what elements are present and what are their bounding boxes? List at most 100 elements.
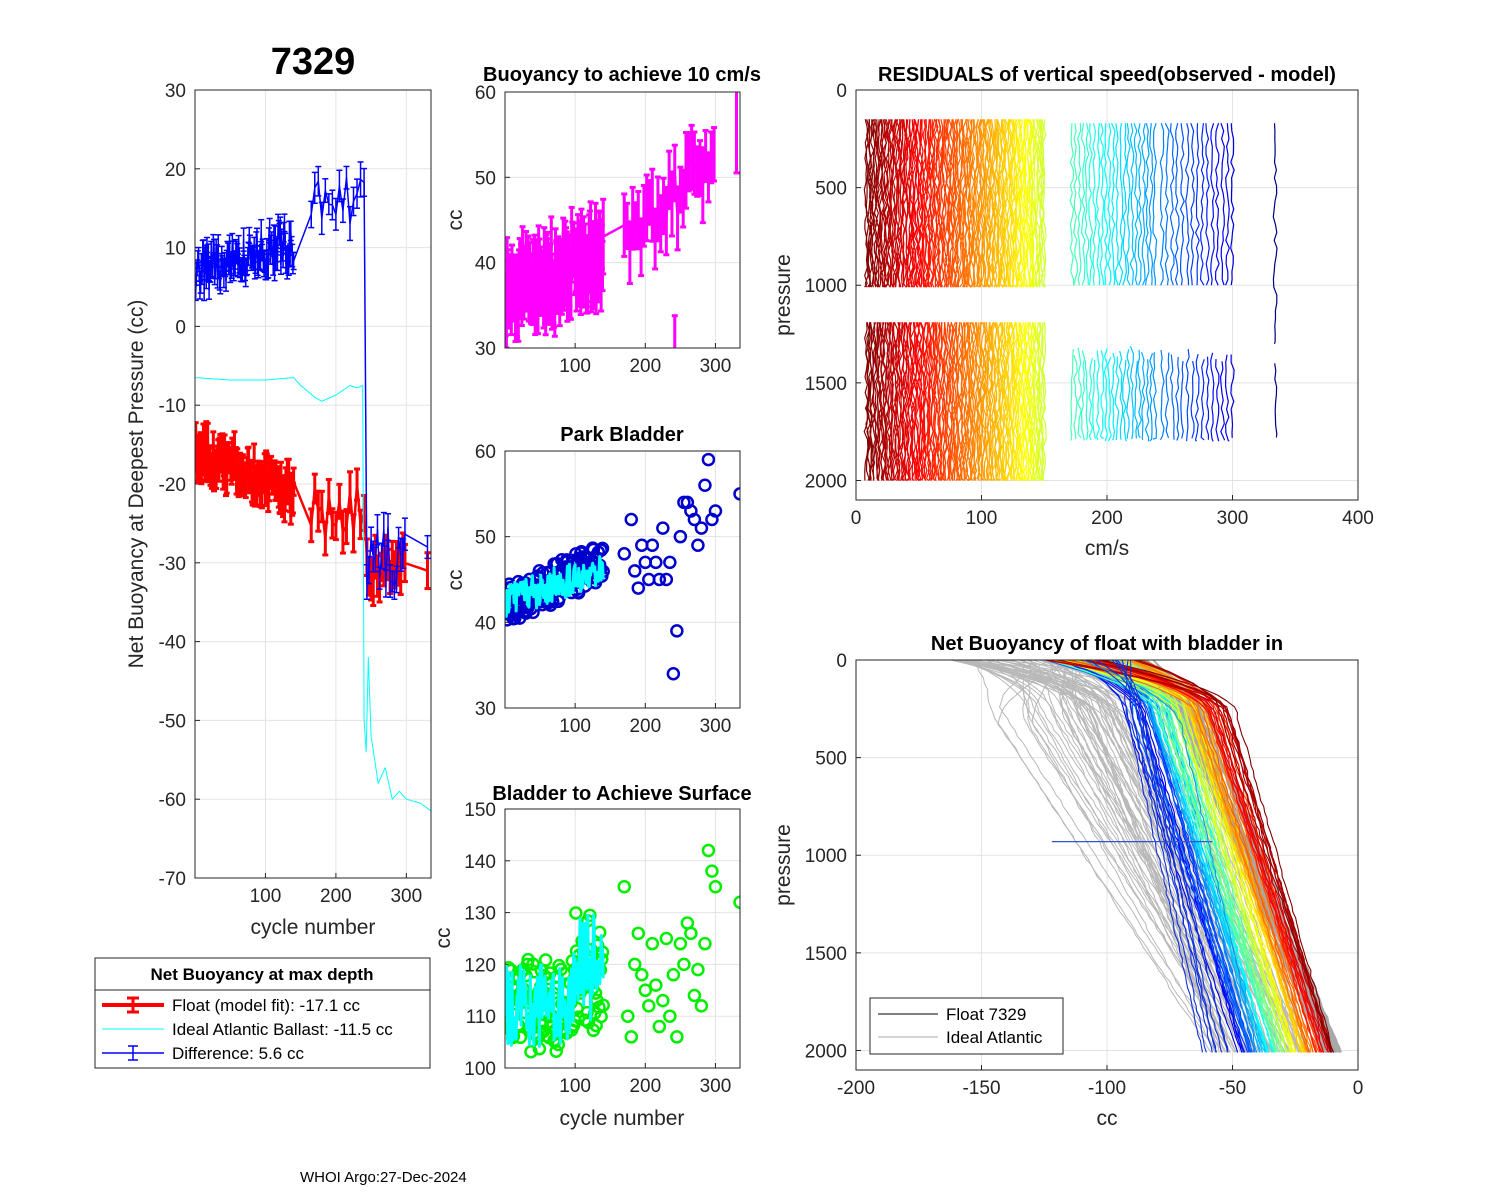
residual-profile xyxy=(1225,123,1230,286)
residual-profile xyxy=(876,119,881,288)
y-tick-label: 1500 xyxy=(805,374,847,395)
x-tick-label: -50 xyxy=(1219,1078,1246,1099)
legend-swatch-float xyxy=(102,996,164,1014)
ideal-profile xyxy=(999,660,1224,1053)
x-tick-label: 0 xyxy=(851,508,862,529)
residual-profile xyxy=(1185,349,1190,442)
residual-profile xyxy=(891,322,896,481)
residual-profile xyxy=(971,119,977,288)
residual-profile xyxy=(945,322,951,481)
residual-profile xyxy=(1017,119,1023,288)
residual-profile xyxy=(1103,123,1109,286)
residual-profile xyxy=(1152,123,1158,286)
bladder-surface-point xyxy=(670,1030,684,1044)
residual-profile xyxy=(1164,352,1170,439)
residual-profile xyxy=(976,119,982,288)
bladder-surface-point xyxy=(543,966,557,980)
residual-profile xyxy=(1149,353,1154,442)
residual-profile xyxy=(937,119,943,288)
y-tick-label: 2000 xyxy=(805,471,847,492)
residual-profile xyxy=(923,322,929,481)
residual-profile xyxy=(1205,123,1210,286)
park-bladder-point xyxy=(673,529,688,544)
residual-profile xyxy=(1184,123,1190,286)
residual-profile xyxy=(943,322,949,481)
residual-profile xyxy=(1219,361,1225,441)
residual-profile xyxy=(1152,352,1158,440)
x-tick-label: 200 xyxy=(629,1076,661,1097)
bladder-surface-point xyxy=(642,999,656,1013)
residual-profile xyxy=(1179,123,1185,286)
residual-profile xyxy=(1180,361,1184,439)
residual-profile xyxy=(1134,360,1139,439)
park-bladder-point xyxy=(656,521,670,535)
residual-profile xyxy=(1122,123,1128,286)
residual-profile xyxy=(1137,349,1143,439)
residual-profile xyxy=(1159,123,1165,286)
y-tick-label: 150 xyxy=(464,800,496,821)
float-profile xyxy=(1084,660,1323,1053)
x-tick-label: 300 xyxy=(700,1076,732,1097)
residual-profile xyxy=(955,322,961,482)
float-profile xyxy=(1077,660,1306,1053)
x-tick-label: 100 xyxy=(559,1076,591,1097)
residual-profile xyxy=(1006,322,1011,481)
residual-profile xyxy=(1000,322,1006,481)
legend-net-buoyancy: Net Buoyancy at max depth Float (model f… xyxy=(94,957,431,1069)
y-tick-label: 40 xyxy=(475,613,496,634)
y-tick-label: -40 xyxy=(159,633,186,654)
residual-profile xyxy=(1200,359,1205,441)
residual-profile xyxy=(1039,119,1044,288)
tick-labels: 0 100 200 300 400 0 500 1000 1500 2000 xyxy=(805,81,1374,529)
park-bladder-point xyxy=(733,487,740,501)
tick-labels: 100 200 300 150 140 130 120 110 100 xyxy=(464,800,731,1097)
residual-profile xyxy=(882,119,888,288)
legend-entry-float: Float 7329 xyxy=(946,1005,1026,1024)
float-profile xyxy=(1057,660,1283,1053)
bladder-surface-point xyxy=(659,931,674,946)
residual-profile xyxy=(1035,119,1041,288)
residual-profile xyxy=(1210,352,1215,442)
residual-profile xyxy=(1001,119,1007,288)
legend-swatch-difference xyxy=(102,1045,164,1061)
residual-profile xyxy=(1230,354,1235,438)
bladder-surface-point xyxy=(652,1019,667,1034)
residual-profile xyxy=(1095,123,1101,286)
y-tick-label: 60 xyxy=(475,442,496,463)
y-tick-label: -50 xyxy=(159,711,186,732)
residual-profile xyxy=(979,119,984,288)
series-layer xyxy=(505,92,740,348)
float-profile xyxy=(1088,660,1213,1053)
park-bladder-point xyxy=(701,452,716,467)
y-tick-label: 1000 xyxy=(805,276,847,297)
residual-profile xyxy=(1118,350,1124,440)
residual-profile xyxy=(1025,322,1031,481)
float-profile xyxy=(1070,660,1239,1053)
bladder-surface-point xyxy=(673,936,688,951)
float-profile xyxy=(1082,660,1258,1053)
float-profile xyxy=(1103,660,1287,1053)
residual-profile xyxy=(1004,322,1009,481)
residual-profile xyxy=(1164,122,1170,286)
residual-profile xyxy=(1041,322,1047,481)
residual-profile xyxy=(1036,322,1042,481)
bladder-surface-point xyxy=(698,936,712,951)
float-profile xyxy=(1094,660,1310,1053)
residual-profile xyxy=(940,119,945,288)
residual-profile xyxy=(872,322,878,481)
residual-profile xyxy=(1092,360,1097,439)
residual-profile xyxy=(950,119,955,288)
bladder-surface-point xyxy=(684,926,698,941)
residual-profile xyxy=(1069,123,1075,286)
residual-profile xyxy=(952,322,958,481)
residual-profile xyxy=(1016,119,1022,288)
residual-profile xyxy=(986,322,992,481)
residual-profile xyxy=(985,119,991,288)
panel-buoyancy-10cms: 100 200 300 60 50 40 30 Buoyancy to achieve 10… xyxy=(444,64,761,377)
float-profile xyxy=(1097,660,1333,1053)
park-bladder-point xyxy=(666,666,681,681)
residual-profile xyxy=(1005,119,1011,288)
residual-profile xyxy=(915,119,920,288)
residual-profile xyxy=(917,322,923,481)
